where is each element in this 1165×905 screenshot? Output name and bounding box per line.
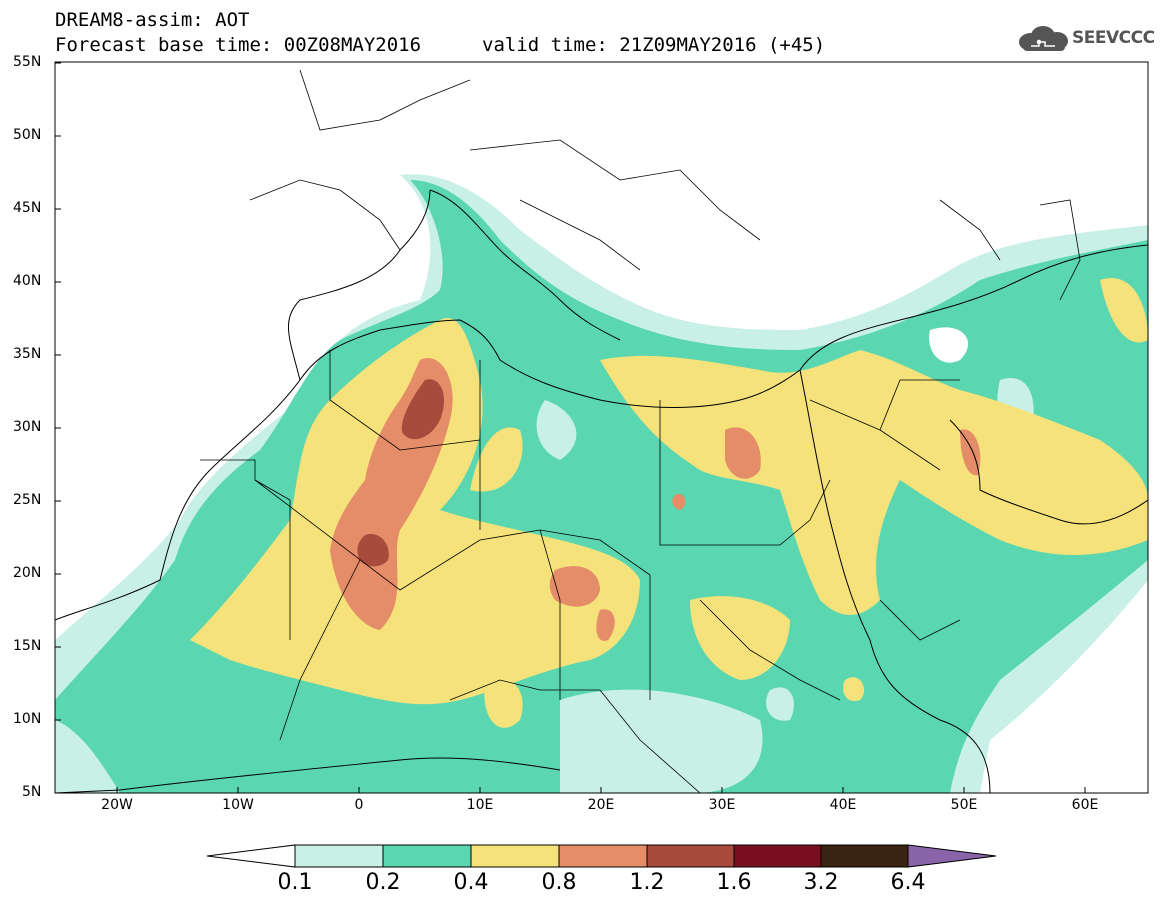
coastlines [55, 189, 1148, 793]
logo-text: SEEVCCC [1072, 28, 1155, 48]
aot-band-04-08 [190, 278, 1148, 728]
lat-label-10n: 10N [13, 711, 42, 727]
country-borders [200, 69, 1081, 793]
forecast-base-time: Forecast base time: 00Z08MAY2016 [55, 34, 422, 56]
lat-label-35n: 35N [13, 346, 42, 362]
lon-label-40e: 40E [829, 797, 857, 813]
colorbar-label-0-4: 0.4 [453, 870, 489, 895]
lat-label-20n: 20N [13, 565, 42, 581]
lon-label-50e: 50E [950, 797, 978, 813]
lat-label-40n: 40N [13, 273, 42, 289]
lat-label-5n: 5N [22, 784, 42, 800]
lat-label-15n: 15N [13, 638, 42, 654]
lon-label-60e: 60E [1071, 797, 1099, 813]
lat-label-55n: 55N [13, 54, 42, 70]
colorbar-label-3-2: 3.2 [803, 870, 839, 895]
lat-label-50n: 50N [13, 127, 42, 143]
lon-label-0: 0 [354, 797, 364, 813]
lon-label-20w: 20W [101, 797, 133, 813]
lat-label-45n: 45N [13, 200, 42, 216]
colorbar-label-1-6: 1.6 [716, 870, 752, 895]
lat-label-25n: 25N [13, 492, 42, 508]
cloud-icon [1019, 26, 1068, 51]
lon-label-20e: 20E [587, 797, 615, 813]
colorbar-label-0-2: 0.2 [365, 870, 401, 895]
colorbar-label-0-8: 0.8 [541, 870, 577, 895]
colorbar-label-6-4: 6.4 [890, 870, 926, 895]
map-title: DREAM8-assim: AOT [55, 9, 250, 31]
aot-band-12-16 [357, 379, 445, 567]
valid-time: valid time: 21Z09MAY2016 (+45) [482, 34, 826, 56]
axis-ticks [55, 62, 1086, 793]
colorbar-label-0-1: 0.1 [277, 870, 313, 895]
lon-label-30e: 30E [708, 797, 736, 813]
colorbar-label-1-2: 1.2 [629, 870, 665, 895]
lon-label-10e: 10E [466, 797, 494, 813]
lat-label-30n: 30N [13, 419, 42, 435]
lon-label-10w: 10W [222, 797, 254, 813]
